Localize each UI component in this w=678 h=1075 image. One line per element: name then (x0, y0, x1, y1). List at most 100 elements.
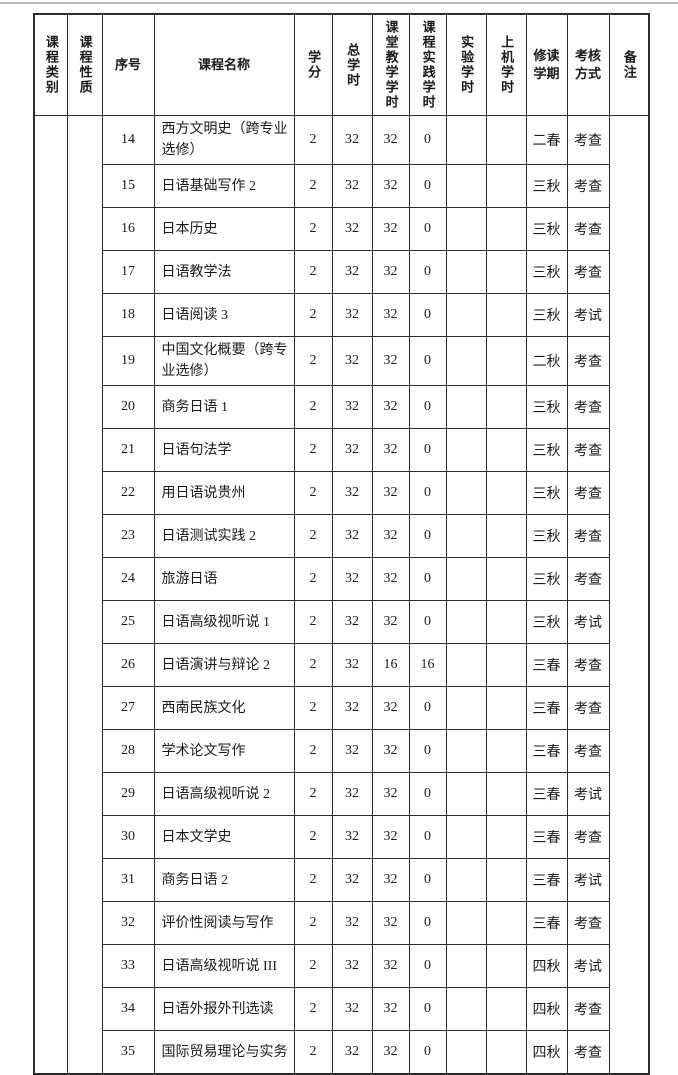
cell-lab-hours (445, 514, 487, 558)
cell-total-hours: 32 (331, 600, 373, 644)
cell-assessment: 考查 (566, 385, 610, 429)
cell-computer-hours (485, 686, 527, 730)
cell-serial-no: 19 (101, 336, 155, 386)
cell-course-nature (66, 115, 103, 1075)
cell-computer-hours (485, 815, 527, 859)
table-header: 课程类别 课程性质 序号 课程名称 学分 总学时 课堂教学学时 课程实践学时 实… (33, 13, 650, 116)
cell-course-name: 西南民族文化 (153, 686, 295, 730)
cell-practice-hours: 0 (408, 514, 447, 558)
credits-label: 学分 (306, 50, 322, 80)
cell-semester: 三春 (525, 772, 568, 816)
col-header-practice-hours: 课程实践学时 (408, 13, 447, 116)
cell-credits: 2 (293, 207, 333, 251)
cell-serial-no: 35 (101, 1030, 155, 1075)
cell-classroom-hours: 32 (371, 557, 410, 601)
cell-assessment: 考试 (566, 944, 610, 988)
col-header-course-nature: 课程性质 (66, 13, 103, 116)
cell-computer-hours (485, 385, 527, 429)
cell-lab-hours (445, 643, 487, 687)
course-row: 17 日语教学法 2 32 32 0 三秋 考查 (34, 250, 649, 294)
cell-credits: 2 (293, 164, 333, 208)
cell-lab-hours (445, 293, 487, 337)
cell-practice-hours: 0 (408, 385, 447, 429)
cell-computer-hours (485, 293, 527, 337)
cell-serial-no: 17 (101, 250, 155, 294)
cell-credits: 2 (293, 385, 333, 429)
cell-practice-hours: 0 (408, 471, 447, 515)
cell-practice-hours: 0 (408, 250, 447, 294)
cell-semester: 三春 (525, 901, 568, 945)
col-header-course-category: 课程类别 (33, 13, 68, 116)
course-row: 16 日本历史 2 32 32 0 三秋 考查 (34, 207, 649, 251)
cell-serial-no: 29 (101, 772, 155, 816)
cell-assessment: 考查 (566, 815, 610, 859)
cell-total-hours: 32 (331, 1030, 373, 1075)
course-row: 21 日语句法学 2 32 32 0 三秋 考查 (34, 428, 649, 472)
cell-classroom-hours: 16 (371, 643, 410, 687)
cell-credits: 2 (293, 471, 333, 515)
cell-semester: 三春 (525, 729, 568, 773)
cell-serial-no: 26 (101, 643, 155, 687)
cell-lab-hours (445, 336, 487, 386)
cell-assessment: 考查 (566, 428, 610, 472)
cell-total-hours: 32 (331, 643, 373, 687)
cell-credits: 2 (293, 901, 333, 945)
remarks-label: 备注 (621, 50, 637, 80)
cell-semester: 三秋 (525, 250, 568, 294)
table-body: 14 西方文明史（跨专业选修） 2 32 32 0 二春 考查 15 日语基础写… (33, 115, 650, 1075)
cell-computer-hours (485, 164, 527, 208)
cell-course-name: 西方文明史（跨专业选修） (153, 115, 295, 165)
cell-serial-no: 28 (101, 729, 155, 773)
cell-credits: 2 (293, 115, 333, 165)
cell-total-hours: 32 (331, 815, 373, 859)
course-row: 22 用日语说贵州 2 32 32 0 三秋 考查 (34, 471, 649, 515)
cell-classroom-hours: 32 (371, 686, 410, 730)
cell-computer-hours (485, 729, 527, 773)
classroom-hours-label: 课堂教学学时 (383, 20, 399, 110)
cell-semester: 三秋 (525, 207, 568, 251)
cell-total-hours: 32 (331, 514, 373, 558)
cell-serial-no: 21 (101, 428, 155, 472)
col-header-serial-no: 序号 (101, 13, 155, 116)
cell-lab-hours (445, 858, 487, 902)
cell-total-hours: 32 (331, 686, 373, 730)
cell-course-name: 中国文化概要（跨专业选修） (153, 336, 295, 386)
cell-semester: 三春 (525, 686, 568, 730)
cell-total-hours: 32 (331, 336, 373, 386)
cell-lab-hours (445, 901, 487, 945)
cell-classroom-hours: 32 (371, 428, 410, 472)
cell-semester: 三秋 (525, 600, 568, 644)
cell-assessment: 考试 (566, 293, 610, 337)
cell-credits: 2 (293, 428, 333, 472)
cell-total-hours: 32 (331, 207, 373, 251)
cell-classroom-hours: 32 (371, 115, 410, 165)
cell-total-hours: 32 (331, 471, 373, 515)
col-header-total-hours: 总学时 (331, 13, 373, 116)
course-row: 28 学术论文写作 2 32 32 0 三春 考查 (34, 729, 649, 773)
cell-course-name: 日语演讲与辩论 2 (153, 643, 295, 687)
cell-course-name: 日语基础写作 2 (153, 164, 295, 208)
cell-practice-hours: 0 (408, 207, 447, 251)
cell-course-name: 日语测试实践 2 (153, 514, 295, 558)
col-header-credits: 学分 (293, 13, 333, 116)
cell-assessment: 考查 (566, 336, 610, 386)
page-top-rule (0, 2, 678, 4)
cell-classroom-hours: 32 (371, 772, 410, 816)
cell-semester: 四秋 (525, 944, 568, 988)
course-row: 31 商务日语 2 2 32 32 0 三春 考试 (34, 858, 649, 902)
course-row: 32 评价性阅读与写作 2 32 32 0 三春 考查 (34, 901, 649, 945)
cell-classroom-hours: 32 (371, 944, 410, 988)
cell-serial-no: 14 (101, 115, 155, 165)
cell-assessment: 考查 (566, 643, 610, 687)
cell-classroom-hours: 32 (371, 1030, 410, 1075)
course-nature-label: 课程性质 (77, 35, 93, 95)
cell-computer-hours (485, 428, 527, 472)
cell-practice-hours: 0 (408, 858, 447, 902)
cell-assessment: 考查 (566, 901, 610, 945)
cell-assessment: 考查 (566, 207, 610, 251)
cell-semester: 三秋 (525, 428, 568, 472)
cell-assessment: 考查 (566, 1030, 610, 1075)
cell-remarks (608, 115, 650, 1075)
cell-computer-hours (485, 600, 527, 644)
cell-course-name: 商务日语 1 (153, 385, 295, 429)
